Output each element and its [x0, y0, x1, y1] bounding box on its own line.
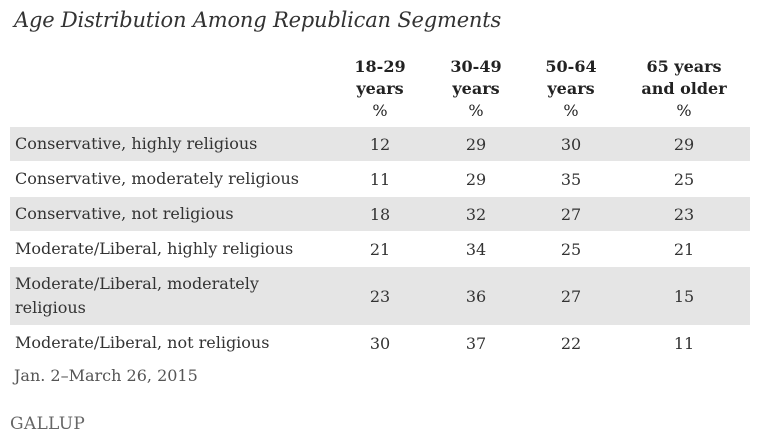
- table-cell: 35: [524, 161, 618, 197]
- table-cell: 27: [524, 266, 618, 326]
- table-row: Conservative, moderately religious 11 29…: [10, 161, 750, 197]
- gallup-logo: GALLUP: [10, 414, 86, 434]
- data-table: 18-29 years % 30-49 years % 50-64 years …: [10, 56, 750, 360]
- column-header-line: years: [356, 79, 404, 98]
- row-label: Moderate/Liberal, moderately religious: [10, 266, 332, 326]
- table-cell: 29: [428, 126, 524, 162]
- table-cell: 21: [618, 231, 750, 267]
- table-cell: 23: [332, 266, 428, 326]
- column-header-line: 65 years: [646, 57, 722, 76]
- table-cell: 25: [524, 231, 618, 267]
- column-unit: %: [468, 101, 484, 120]
- column-header: 65 years and older %: [618, 56, 750, 127]
- column-unit: %: [676, 101, 692, 120]
- chart-title: Age Distribution Among Republican Segmen…: [14, 8, 502, 32]
- column-header-line: years: [452, 79, 500, 98]
- row-label: Moderate/Liberal, not religious: [10, 325, 332, 360]
- table-cell: 22: [524, 325, 618, 360]
- column-unit: %: [563, 101, 579, 120]
- header-row: 18-29 years % 30-49 years % 50-64 years …: [10, 56, 750, 127]
- table-cell: 12: [332, 126, 428, 162]
- header-empty: [10, 56, 332, 127]
- table-cell: 32: [428, 196, 524, 232]
- table-cell: 30: [524, 126, 618, 162]
- column-header-line: 30-49: [450, 57, 502, 76]
- table-cell: 29: [428, 161, 524, 197]
- table-cell: 30: [332, 325, 428, 360]
- column-header: 50-64 years %: [524, 56, 618, 127]
- table-row: Moderate/Liberal, highly religious 21 34…: [10, 231, 750, 267]
- column-unit: %: [372, 101, 388, 120]
- row-label: Conservative, highly religious: [10, 126, 332, 162]
- table-cell: 21: [332, 231, 428, 267]
- row-label: Conservative, moderately religious: [10, 161, 332, 197]
- column-header: 30-49 years %: [428, 56, 524, 127]
- column-header-line: 50-64: [545, 57, 597, 76]
- table-cell: 37: [428, 325, 524, 360]
- table-cell: 11: [332, 161, 428, 197]
- row-label: Moderate/Liberal, highly religious: [10, 231, 332, 267]
- table-row: Conservative, highly religious 12 29 30 …: [10, 126, 750, 162]
- table-cell: 29: [618, 126, 750, 162]
- table-row: Moderate/Liberal, not religious 30 37 22…: [10, 325, 750, 360]
- table-cell: 23: [618, 196, 750, 232]
- row-label: Conservative, not religious: [10, 196, 332, 232]
- column-header: 18-29 years %: [332, 56, 428, 127]
- date-footnote: Jan. 2–March 26, 2015: [14, 366, 198, 385]
- table-cell: 27: [524, 196, 618, 232]
- column-header-line: and older: [641, 79, 727, 98]
- table-cell: 25: [618, 161, 750, 197]
- table-cell: 36: [428, 266, 524, 326]
- table-row: Moderate/Liberal, moderately religious 2…: [10, 266, 750, 326]
- column-header-line: years: [547, 79, 595, 98]
- table-cell: 15: [618, 266, 750, 326]
- table-cell: 34: [428, 231, 524, 267]
- table-cell: 18: [332, 196, 428, 232]
- table-cell: 11: [618, 325, 750, 360]
- column-header-line: 18-29: [354, 57, 406, 76]
- table-row: Conservative, not religious 18 32 27 23: [10, 196, 750, 232]
